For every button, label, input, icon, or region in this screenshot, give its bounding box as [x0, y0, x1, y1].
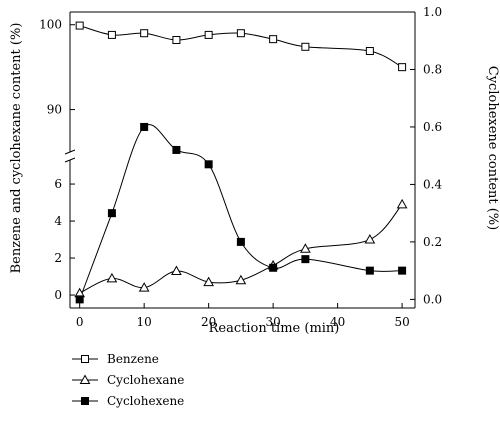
data-point-cyclohexane	[396, 198, 408, 209]
left-tick-label: 90	[47, 103, 62, 117]
data-point-benzene	[75, 21, 84, 30]
x-tick-label: 40	[330, 315, 345, 329]
legend-item-cyclohexene: Cyclohexene	[72, 394, 184, 408]
legend-label-benzene: Benzene	[107, 352, 159, 366]
data-point-cyclohexene	[75, 295, 84, 304]
legend-marker-cyclohexene	[81, 397, 89, 405]
left-tick-label: 100	[39, 18, 62, 32]
right-tick-label: 0.4	[423, 177, 442, 191]
axis-break-mark-upper	[64, 149, 76, 155]
data-point-cyclohexane	[300, 243, 311, 253]
series-line-cyclohexene	[79, 124, 403, 300]
series-curves	[79, 25, 403, 300]
data-point-cyclohexene	[365, 266, 374, 275]
data-point-benzene	[107, 30, 116, 39]
data-point-benzene	[398, 63, 407, 72]
right-tick-label: 1.0	[423, 5, 442, 19]
right-tick-label: 0.8	[423, 62, 442, 76]
data-point-cyclohexane	[138, 282, 150, 292]
right-axis-title: Cyclohexene content (%)	[485, 66, 500, 230]
data-point-cyclohexene	[236, 237, 245, 246]
x-tick-label: 50	[394, 315, 409, 329]
x-tick-label: 30	[265, 315, 280, 329]
legend: Benzene Cyclohexane Cyclohexene	[72, 352, 184, 408]
legend-label-cyclohexane: Cyclohexane	[107, 373, 184, 387]
legend-marker-cyclohexane	[79, 374, 91, 384]
data-point-cyclohexane	[106, 272, 118, 283]
axis-break-mark-lower	[64, 157, 76, 163]
x-tick-label: 10	[137, 315, 152, 329]
series-line-cyclohexane	[79, 204, 403, 294]
series-markers	[74, 21, 408, 304]
left-tick-label: 2	[54, 251, 62, 265]
data-point-cyclohexene	[398, 266, 407, 275]
left-tick-label: 6	[54, 177, 62, 191]
data-point-cyclohexene	[140, 122, 149, 131]
data-point-cyclohexane	[364, 234, 376, 244]
right-tick-label: 0.2	[423, 235, 442, 249]
data-point-benzene	[172, 36, 181, 44]
legend-item-benzene: Benzene	[72, 352, 159, 366]
data-point-benzene	[301, 42, 310, 51]
x-tick-label: 20	[201, 315, 216, 329]
left-tick-label: 4	[54, 214, 62, 228]
data-point-cyclohexane	[203, 276, 214, 287]
x-axis-title: Reaction time (min)	[209, 321, 340, 336]
axis-ticks: 0 10 20 30 40 50 90 100 0 2 4 6 0.0 0.2 0.4 0.6 0.8 1.0	[39, 5, 442, 329]
data-point-cyclohexene	[269, 263, 278, 272]
data-point-cyclohexane	[171, 265, 182, 275]
x-tick-label: 0	[76, 315, 84, 329]
data-point-cyclohexene	[301, 255, 310, 264]
data-point-benzene	[365, 47, 374, 56]
data-point-benzene	[140, 29, 149, 38]
legend-item-cyclohexane: Cyclohexane	[72, 373, 184, 387]
left-axis-title: Benzene and cyclohexane content (%)	[9, 23, 24, 274]
legend-label-cyclohexene: Cyclohexene	[107, 394, 184, 408]
data-point-cyclohexane	[235, 274, 247, 285]
right-tick-label: 0.6	[423, 120, 442, 134]
data-point-cyclohexene	[172, 145, 181, 154]
data-point-benzene	[236, 29, 245, 38]
right-tick-label: 0.0	[423, 292, 442, 306]
data-point-benzene	[204, 30, 213, 39]
legend-marker-benzene	[81, 355, 89, 363]
plot-frame	[64, 11, 416, 309]
data-point-benzene	[269, 35, 278, 44]
left-tick-label: 0	[54, 288, 62, 302]
series-line-benzene	[79, 25, 403, 68]
data-point-cyclohexene	[204, 160, 213, 169]
data-point-cyclohexene	[107, 209, 116, 218]
